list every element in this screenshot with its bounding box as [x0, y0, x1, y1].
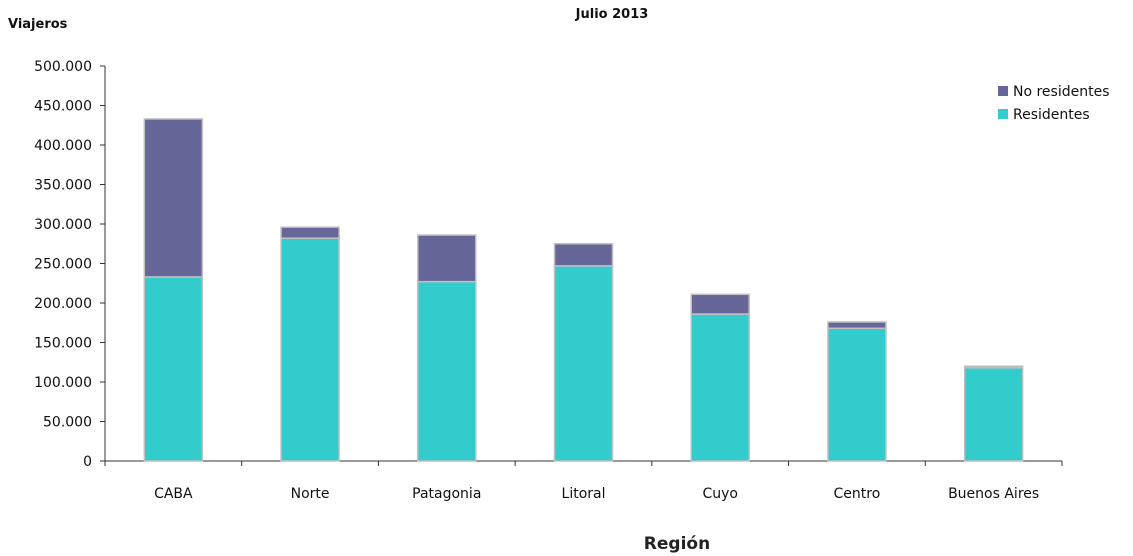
x-axis-title: Región	[644, 534, 710, 554]
bar-no-residentes	[827, 321, 887, 330]
y-ticks: 0 50.000 100.000 150.000 200.000 250.000 300.0…	[34, 59, 105, 470]
x-tick-label: Buenos Aires	[948, 486, 1039, 502]
bar-residentes	[827, 327, 887, 462]
bar-no-residentes	[963, 365, 1024, 369]
y-tick-label: 350.000	[34, 178, 92, 194]
bar-residentes	[690, 313, 750, 462]
x-tick-label: Litoral	[562, 486, 606, 502]
legend-swatch-no-residentes	[998, 86, 1008, 96]
y-axis-title: Viajeros	[8, 17, 68, 32]
bar-residentes	[963, 367, 1024, 462]
x-tick-label: Patagonia	[412, 486, 481, 502]
y-tick-label: 300.000	[34, 217, 92, 233]
legend-label-no-residentes: No residentes	[1013, 84, 1110, 100]
bar-no-residentes	[553, 243, 614, 267]
x-tick-label: CABA	[154, 486, 193, 502]
y-tick-label: 0	[83, 454, 92, 470]
bars	[143, 118, 1024, 462]
bar-no-residentes	[417, 234, 477, 283]
legend-label-residentes: Residentes	[1013, 107, 1090, 123]
y-tick-label: 150.000	[34, 336, 92, 352]
y-tick-label: 50.000	[43, 415, 92, 431]
y-tick-label: 500.000	[34, 59, 92, 75]
bar-no-residentes	[143, 118, 204, 278]
bar-residentes	[280, 237, 340, 462]
bar-residentes	[143, 276, 204, 462]
bar-residentes	[553, 265, 614, 462]
y-tick-label: 450.000	[34, 99, 92, 115]
chart-title: Julio 2013	[575, 7, 649, 22]
y-tick-label: 250.000	[34, 257, 92, 273]
x-ticks: CABA Norte Patagonia Litoral Cuyo Centro Bueno…	[104, 461, 1063, 502]
y-tick-label: 100.000	[34, 375, 92, 391]
legend: No residentes Residentes	[998, 84, 1110, 123]
y-tick-label: 400.000	[34, 138, 92, 154]
bar-no-residentes	[690, 293, 750, 315]
x-tick-label: Norte	[291, 486, 330, 502]
x-tick-label: Centro	[834, 486, 881, 502]
bar-residentes	[417, 280, 477, 462]
legend-swatch-residentes	[998, 109, 1008, 119]
y-tick-label: 200.000	[34, 296, 92, 312]
bar-no-residentes	[280, 226, 340, 239]
x-tick-label: Cuyo	[702, 486, 738, 502]
